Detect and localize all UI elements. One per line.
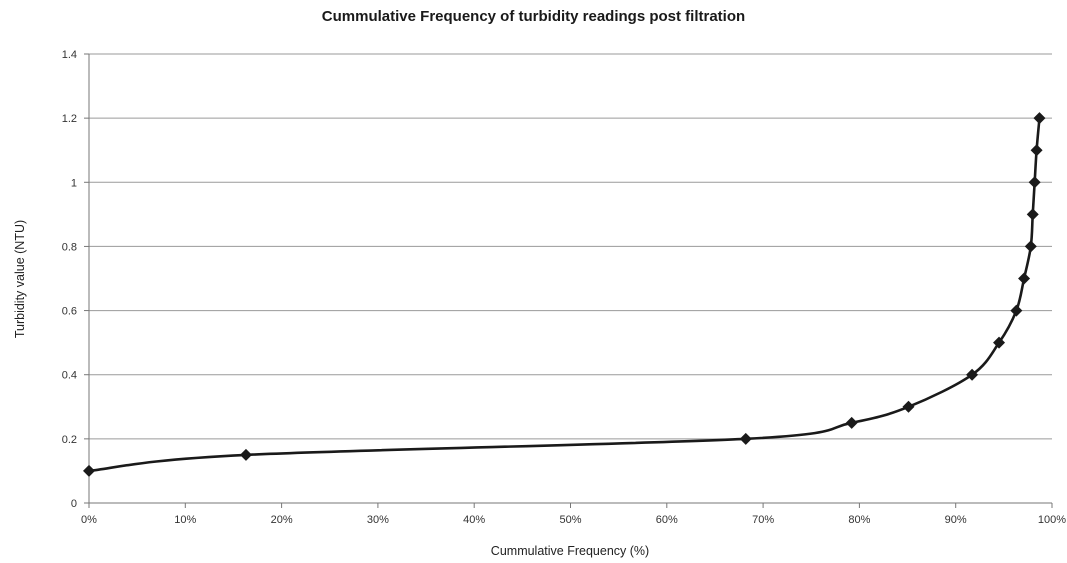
y-tick-labels: 0 0.2 0.4 0.6 0.8 1 1.2 1.4 (62, 49, 77, 510)
series-line (88, 118, 1041, 473)
x-tick-label: 0% (81, 514, 97, 526)
y-tick-label: 1.4 (62, 49, 77, 61)
y-tick-label: 1 (71, 177, 77, 189)
data-point-marker (1030, 144, 1043, 157)
y-tick-label: 1.2 (62, 113, 77, 125)
y-tick-label: 0.8 (62, 241, 77, 253)
x-tick-label: 10% (174, 514, 196, 526)
data-point-marker (845, 416, 858, 429)
data-point-marker (1028, 176, 1041, 189)
data-point-marker (1018, 272, 1031, 285)
y-tick-label: 0.4 (62, 370, 77, 382)
x-tick-label: 80% (848, 514, 870, 526)
data-point-marker (902, 400, 915, 413)
data-point-marker (83, 464, 95, 477)
data-point-marker (993, 336, 1006, 349)
y-tick-label: 0.2 (62, 434, 77, 446)
x-tick-label: 20% (271, 514, 293, 526)
data-point-marker (1024, 240, 1037, 253)
y-tick-label: 0.6 (62, 306, 77, 318)
gridlines (84, 53, 1052, 504)
data-point-marker (1026, 208, 1039, 221)
x-axis-label: Cummulative Frequency (%) (491, 544, 649, 558)
data-point-marker (739, 432, 752, 445)
x-tick-label: 50% (559, 514, 581, 526)
data-point-marker (1010, 304, 1023, 317)
data-point-marker (966, 368, 979, 381)
x-tick-label: 40% (463, 514, 485, 526)
x-tick-label: 60% (656, 514, 678, 526)
data-point-marker (1033, 112, 1046, 125)
series-markers (83, 112, 1046, 477)
x-tick-label: 30% (367, 514, 389, 526)
x-tick-label: 100% (1038, 514, 1066, 526)
axes (88, 54, 1052, 504)
data-point-marker (239, 448, 252, 461)
x-tick-label: 70% (752, 514, 774, 526)
chart-title: Cummulative Frequency of turbidity readi… (321, 8, 746, 25)
y-axis-label: Turbidity value (NTU) (13, 220, 27, 338)
y-tick-label: 0 (71, 498, 77, 510)
x-tick-label: 90% (945, 514, 967, 526)
x-tick-labels: 0% 10% 20% 30% 40% 50% 60% 70% 80% 90% 100% (81, 503, 1066, 526)
